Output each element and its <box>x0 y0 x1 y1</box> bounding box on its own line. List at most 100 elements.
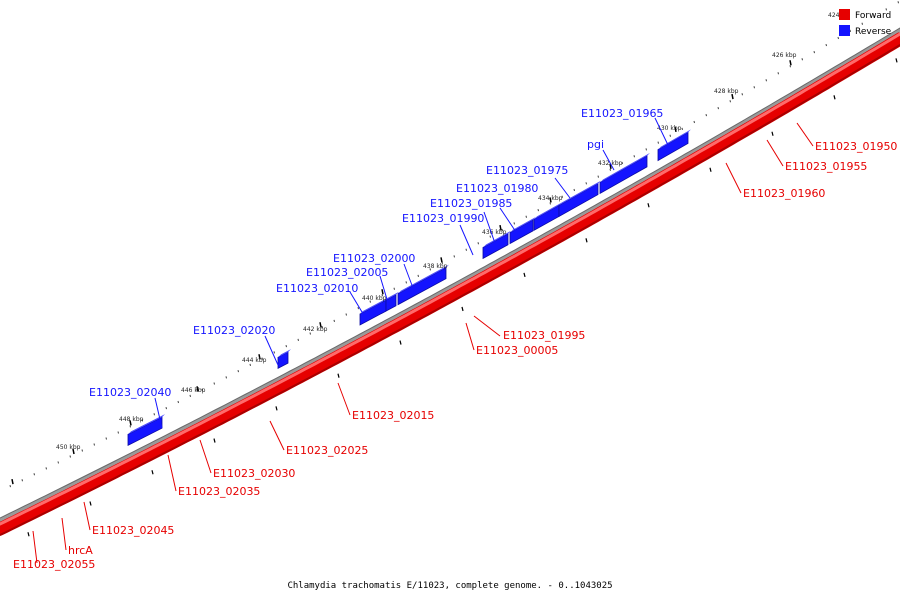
lower-tick <box>399 340 402 345</box>
reverse-gene-block <box>397 267 447 306</box>
lower-tick <box>647 203 650 208</box>
scale-minor-tick <box>789 65 791 68</box>
scale-minor-tick <box>453 255 455 258</box>
scale-minor-tick <box>21 479 23 482</box>
scale-label: 426 kbp <box>772 52 797 59</box>
scale-minor-tick <box>609 168 611 171</box>
scale-minor-tick <box>153 413 155 416</box>
reverse-gene-leader <box>379 275 390 307</box>
gene-labels: E11023_01950 E11023_01955 E11023_01960 E110… <box>13 107 897 571</box>
scale-minor-tick <box>753 86 755 89</box>
lower-tick <box>27 532 30 537</box>
scale-minor-tick <box>309 332 311 335</box>
reverse-gene-label: E11023_02020 <box>193 324 275 337</box>
reverse-gene-leader <box>403 263 414 289</box>
scale-major-tick <box>258 354 261 360</box>
scale-minor-tick <box>657 141 659 144</box>
scale-label: 448 kbp <box>119 416 144 423</box>
scale-label: 446 kbp <box>181 387 206 394</box>
scale-minor-tick <box>369 300 371 303</box>
scale-minor-tick <box>489 235 491 238</box>
reverse-gene-block-top <box>600 152 650 183</box>
scale-minor-tick <box>249 363 251 367</box>
forward-band-shadow <box>0 44 900 536</box>
reverse-gene-block <box>482 233 509 260</box>
scale-minor-tick <box>357 306 359 310</box>
scale-minor-tick <box>885 8 887 11</box>
scale-major-tick <box>499 224 502 231</box>
reverse-gene-label: E11023_01975 <box>486 164 568 177</box>
scale-major-tick <box>196 386 199 392</box>
forward-gene-label: E11023_02055 <box>13 558 95 571</box>
scale-minor-tick <box>225 376 227 379</box>
scale-minor-tick <box>213 382 215 385</box>
scale-minor-tick <box>585 182 587 185</box>
scale-minor-tick <box>297 338 299 341</box>
scale-minor-tick <box>801 58 803 61</box>
reverse-gene-leader <box>499 207 517 233</box>
lower-tick <box>771 131 774 136</box>
lower-tick <box>895 58 898 63</box>
scale-minor-tick <box>465 248 467 251</box>
forward-gene-leader <box>473 315 501 337</box>
lower-tick <box>337 373 340 378</box>
scale-label: 444 kbp <box>242 357 267 364</box>
scale-major-tick <box>11 478 14 485</box>
genome-track <box>0 27 900 536</box>
forward-gene-leader <box>269 420 285 451</box>
forward-gene-leader <box>796 122 814 147</box>
scale-minor-tick <box>345 313 347 316</box>
reverse-gene-label: E11023_01965 <box>581 107 663 120</box>
scale-minor-tick <box>513 222 515 225</box>
forward-gene-label: E11023_02035 <box>178 485 260 498</box>
reverse-gene-block-top <box>559 180 601 206</box>
reverse-gene-block-top <box>534 202 562 220</box>
scale-minor-tick <box>573 188 575 192</box>
backbone-edge <box>0 27 900 519</box>
scale-major-tick <box>549 197 552 203</box>
forward-gene-label: E11023_01955 <box>785 160 867 173</box>
reverse-gene-leader <box>264 335 279 366</box>
scale-minor-tick <box>621 161 623 165</box>
scale-minor-tick <box>633 155 635 158</box>
reverse-strand-features <box>127 129 691 447</box>
scale-label: 428 kbp <box>714 88 739 95</box>
scale-minor-tick <box>321 326 323 329</box>
reverse-gene-leader <box>154 397 163 429</box>
reverse-gene-leader <box>602 149 615 171</box>
reverse-gene-leader <box>654 117 669 146</box>
reverse-gene-block-top <box>398 264 449 294</box>
reverse-gene-block <box>533 204 560 232</box>
forward-gene-label: E11023_01960 <box>743 187 825 200</box>
scale-minor-tick <box>81 449 83 452</box>
scale-minor-tick <box>381 294 383 297</box>
reverse-gene-block <box>385 294 397 312</box>
scale-minor-tick <box>429 268 431 271</box>
forward-gene-leader <box>32 530 38 564</box>
scale-minor-tick <box>729 100 731 103</box>
scale-major-tick <box>609 163 612 169</box>
scale-minor-tick <box>93 443 95 446</box>
scale-major-tick <box>674 126 677 133</box>
scale-minor-tick <box>165 407 167 410</box>
reverse-gene-label: E11023_01980 <box>456 182 538 195</box>
forward-gene-leader <box>766 139 784 167</box>
reverse-gene-label: E11023_02010 <box>276 282 358 295</box>
scale-minor-tick <box>285 345 287 348</box>
lower-tick <box>585 238 588 243</box>
lower-tick <box>461 306 464 312</box>
reverse-gene-leader <box>483 211 497 247</box>
scale-minor-tick <box>837 36 839 40</box>
scale-minor-tick <box>549 202 551 205</box>
lower-tick <box>523 272 526 278</box>
scale-minor-tick <box>189 394 191 398</box>
scale-major-tick <box>731 93 734 100</box>
scale-minor-tick <box>117 431 119 434</box>
forward-gene-leader <box>199 439 212 474</box>
scale-minor-tick <box>9 484 11 488</box>
reverse-gene-block-top <box>658 129 691 150</box>
scale-minor-tick <box>129 425 131 428</box>
forward-band-highlight <box>0 32 900 526</box>
scale-major-tick <box>789 60 792 66</box>
